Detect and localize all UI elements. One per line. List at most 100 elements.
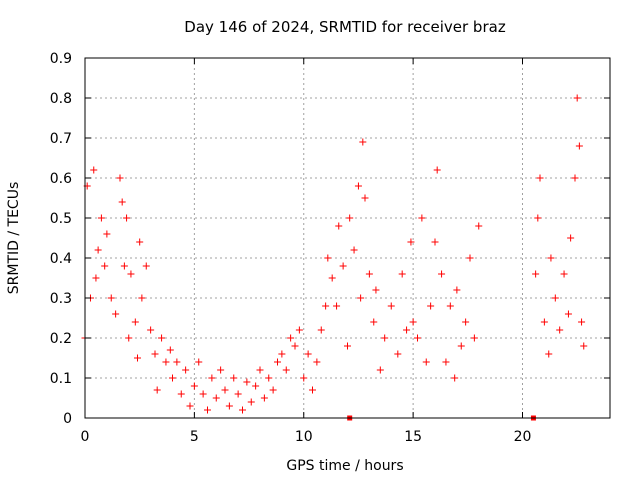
data-point	[274, 358, 281, 366]
data-point	[112, 310, 120, 318]
data-point	[204, 406, 211, 414]
data-point	[295, 326, 303, 334]
data-point	[162, 358, 170, 366]
data-point	[256, 366, 264, 374]
x-tick-label: 10	[295, 429, 313, 445]
y-tick-label: 0.4	[50, 251, 72, 267]
data-point	[225, 402, 233, 410]
data-point	[446, 302, 454, 310]
data-point	[265, 374, 273, 382]
data-point	[361, 194, 369, 202]
data-point	[354, 182, 362, 190]
y-tick-label: 0	[63, 411, 72, 427]
y-tick-label: 0.5	[50, 211, 72, 227]
data-point	[322, 302, 330, 310]
data-point	[475, 222, 483, 230]
data-point	[101, 262, 109, 270]
y-axis-label: SRMTID / TECUs	[6, 182, 22, 295]
data-point	[287, 334, 295, 342]
data-point	[346, 214, 354, 222]
plot-frame	[84, 57, 611, 419]
data-point	[90, 166, 98, 174]
data-point	[470, 334, 478, 342]
data-point	[580, 342, 588, 350]
data-point	[190, 382, 198, 390]
data-point	[418, 214, 426, 222]
data-point	[260, 394, 268, 402]
y-tick-label: 0.6	[50, 171, 72, 187]
data-point	[120, 262, 128, 270]
data-point	[335, 222, 343, 230]
data-point	[103, 230, 111, 238]
data-point	[125, 334, 133, 342]
data-point	[138, 294, 146, 302]
data-point	[567, 234, 575, 242]
data-point	[278, 350, 286, 358]
data-point	[317, 326, 325, 334]
x-axis-label: GPS time / hours	[286, 458, 403, 474]
data-point	[300, 374, 308, 382]
chart-title: Day 146 of 2024, SRMTID for receiver bra…	[184, 18, 506, 36]
data-point	[344, 342, 351, 350]
data-point	[556, 326, 564, 334]
data-point	[545, 350, 553, 358]
data-point	[134, 354, 141, 362]
data-point	[407, 238, 415, 246]
data-point	[269, 386, 277, 394]
data-point	[457, 342, 465, 350]
data-point	[571, 174, 579, 182]
data-point	[123, 214, 131, 222]
data-point	[252, 382, 260, 390]
data-point	[116, 174, 124, 182]
data-point	[532, 270, 540, 278]
y-tick-label: 0.1	[50, 371, 72, 387]
data-point	[158, 334, 166, 342]
y-tick-label: 0.9	[50, 51, 72, 67]
y-axis-ticks: 0 0.1 0.2 0.3 0.4 0.5 0.6 0.7 0.8 0.9	[50, 51, 610, 427]
data-point	[282, 366, 290, 374]
data-point	[97, 214, 105, 222]
data-point	[328, 274, 336, 282]
data-point	[94, 246, 102, 254]
data-point	[239, 406, 246, 414]
data-point	[370, 318, 378, 326]
data-point	[422, 358, 430, 366]
data-point	[403, 326, 411, 334]
x-tick-label: 0	[81, 429, 90, 445]
data-point	[107, 294, 115, 302]
x-axis-ticks: 0 5 10 15 20	[81, 58, 532, 445]
data-point	[409, 318, 417, 326]
data-point	[534, 214, 542, 222]
data-point	[466, 254, 474, 262]
data-point	[398, 270, 406, 278]
y-tick-label: 0.8	[50, 91, 72, 107]
data-point	[536, 174, 544, 182]
data-point	[177, 390, 185, 398]
data-point	[147, 326, 155, 334]
data-point	[560, 270, 568, 278]
x-tick-label: 5	[190, 429, 199, 445]
y-tick-label: 0.3	[50, 291, 72, 307]
data-point	[431, 238, 439, 246]
data-point	[540, 318, 548, 326]
x-tick-label: 20	[514, 429, 532, 445]
data-point	[324, 254, 332, 262]
data-point	[142, 262, 150, 270]
data-point	[551, 294, 559, 302]
data-point	[333, 302, 341, 310]
data-point	[547, 254, 555, 262]
data-point	[127, 270, 135, 278]
data-point	[118, 198, 126, 206]
data-point	[573, 94, 581, 102]
data-point	[166, 346, 174, 354]
data-point	[243, 378, 251, 386]
data-point	[186, 402, 194, 410]
data-point	[136, 238, 144, 246]
data-point	[173, 358, 181, 366]
data-point	[575, 142, 583, 150]
data-point	[427, 302, 435, 310]
data-point	[151, 350, 159, 358]
data-point	[359, 138, 367, 146]
data-point	[221, 386, 229, 394]
